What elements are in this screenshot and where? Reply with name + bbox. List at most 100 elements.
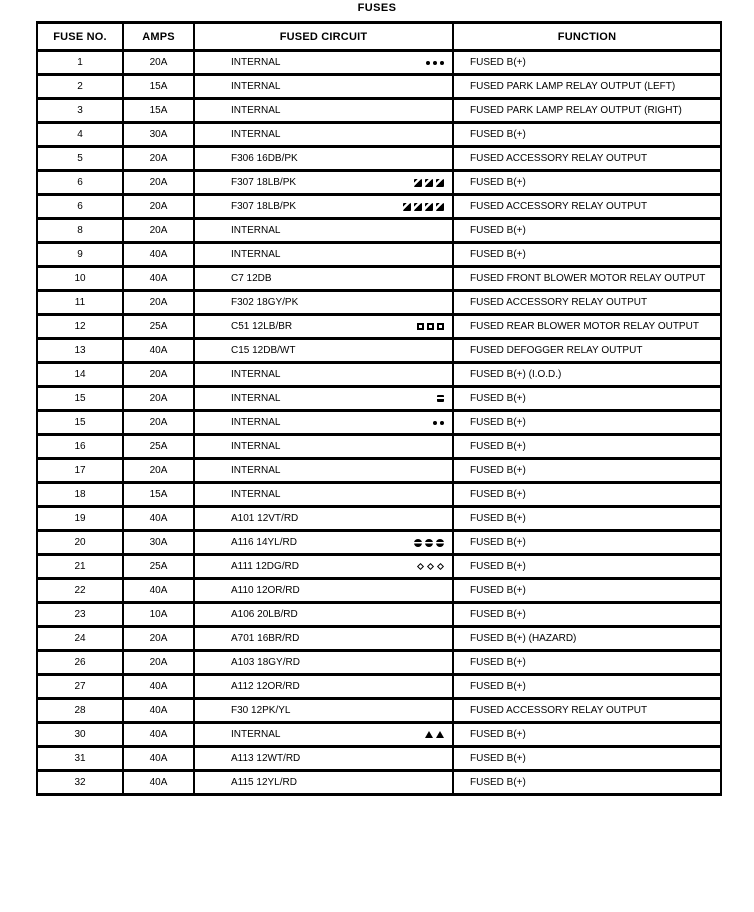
fuse-no-cell: 3 xyxy=(36,97,124,124)
circuit-cell: A106 20LB/RD xyxy=(193,601,454,628)
circuit-label: INTERNAL xyxy=(231,417,281,428)
function-cell: FUSED B(+) xyxy=(452,649,722,676)
fuse-no-cell: 5 xyxy=(36,145,124,172)
minus-circle-icon xyxy=(425,538,433,547)
amps-cell: 40A xyxy=(122,337,195,364)
filled-triangle-icon xyxy=(436,731,444,738)
table-row: 11 20A F302 18GY/PK FUSED ACCESSORY RELAY O… xyxy=(36,289,722,316)
table-row: 19 40A A101 12VT/RD FUSED B(+) xyxy=(36,505,722,532)
amps-cell: 40A xyxy=(122,745,195,772)
amps-cell: 40A xyxy=(122,577,195,604)
table-row: 10 40A C7 12DB FUSED FRONT BLOWER MOTOR REL… xyxy=(36,265,722,292)
amps-cell: 20A xyxy=(122,169,195,196)
table-row: 26 20A A103 18GY/RD FUSED B(+) xyxy=(36,649,722,676)
table-row: 5 20A F306 16DB/PK FUSED ACCESSORY RELAY OU… xyxy=(36,145,722,172)
function-cell: FUSED B(+) xyxy=(452,577,722,604)
circuit-cell: INTERNAL xyxy=(193,217,454,244)
open-diamond-icon xyxy=(426,562,435,571)
circuit-label: A113 12WT/RD xyxy=(231,753,301,764)
fuse-no-cell: 28 xyxy=(36,697,124,724)
circuit-cell: INTERNAL xyxy=(193,361,454,388)
col-header-fuse-no: FUSE NO. xyxy=(36,21,124,52)
table-row: 16 25A INTERNAL FUSED B(+) xyxy=(36,433,722,460)
circuit-cell: A701 16BR/RD xyxy=(193,625,454,652)
circuit-cell: INTERNAL xyxy=(193,721,454,748)
circuit-symbol-group xyxy=(437,395,444,402)
circuit-cell: F306 16DB/PK xyxy=(193,145,454,172)
circuit-label: C7 12DB xyxy=(231,273,272,284)
col-header-circuit: FUSED CIRCUIT xyxy=(193,21,454,52)
circuit-symbol-group xyxy=(425,731,444,738)
fuse-no-cell: 15 xyxy=(36,409,124,436)
table-row: 24 20A A701 16BR/RD FUSED B(+) (HAZARD) xyxy=(36,625,722,652)
circuit-cell: INTERNAL xyxy=(193,73,454,100)
table-row: 3 15A INTERNAL FUSED PARK LAMP RELAY OUTPUT… xyxy=(36,97,722,124)
circuit-symbol-group xyxy=(414,178,444,187)
marked-square-icon xyxy=(403,202,411,211)
circuit-label: INTERNAL xyxy=(231,729,281,740)
fuse-no-cell: 30 xyxy=(36,721,124,748)
page-title: FUSES xyxy=(357,2,397,14)
fuse-no-cell: 27 xyxy=(36,673,124,700)
circuit-symbol-group xyxy=(417,323,444,330)
circuit-symbol-group xyxy=(433,420,444,425)
amps-cell: 15A xyxy=(122,481,195,508)
fuse-no-cell: 6 xyxy=(36,193,124,220)
circuit-cell: INTERNAL xyxy=(193,121,454,148)
fuse-no-cell: 4 xyxy=(36,121,124,148)
table-row: 9 40A INTERNAL FUSED B(+) xyxy=(36,241,722,268)
fuse-no-cell: 31 xyxy=(36,745,124,772)
table-row: 28 40A F30 12PK/YL FUSED ACCESSORY RELAY OU… xyxy=(36,697,722,724)
amps-cell: 40A xyxy=(122,721,195,748)
filled-triangle-icon xyxy=(425,731,433,738)
amps-cell: 10A xyxy=(122,601,195,628)
circuit-cell: INTERNAL xyxy=(193,457,454,484)
amps-cell: 20A xyxy=(122,649,195,676)
table-row: 6 20A F307 18LB/PK FUSED ACCESSORY RELAY OU… xyxy=(36,193,722,220)
fuse-no-cell: 2 xyxy=(36,73,124,100)
amps-cell: 30A xyxy=(122,121,195,148)
fuse-no-cell: 10 xyxy=(36,265,124,292)
bold-circle-icon xyxy=(433,60,437,65)
amps-cell: 20A xyxy=(122,193,195,220)
circuit-label: F306 16DB/PK xyxy=(231,153,298,164)
table-row: 20 30A A116 14YL/RD FUSED B(+) xyxy=(36,529,722,556)
function-cell: FUSED B(+) xyxy=(452,433,722,460)
minus-circle-icon xyxy=(414,538,422,547)
function-cell: FUSED B(+) xyxy=(452,409,722,436)
table-row: 13 40A C15 12DB/WT FUSED DEFOGGER RELAY OUT… xyxy=(36,337,722,364)
function-cell: FUSED B(+) xyxy=(452,169,722,196)
amps-cell: 40A xyxy=(122,241,195,268)
function-cell: FUSED PARK LAMP RELAY OUTPUT (LEFT) xyxy=(452,73,722,100)
table-row: 14 20A INTERNAL FUSED B(+) (I.O.D.) xyxy=(36,361,722,388)
amps-cell: 40A xyxy=(122,769,195,796)
table-row: 21 25A A111 12DG/RD FUSED B(+) xyxy=(36,553,722,580)
circuit-symbol-group xyxy=(426,60,444,65)
function-cell: FUSED ACCESSORY RELAY OUTPUT xyxy=(452,145,722,172)
circuit-label: INTERNAL xyxy=(231,225,281,236)
circuit-label: INTERNAL xyxy=(231,489,281,500)
circuit-label: C51 12LB/BR xyxy=(231,321,293,332)
table-row: 31 40A A113 12WT/RD FUSED B(+) xyxy=(36,745,722,772)
circuit-symbol-group xyxy=(414,538,444,547)
circuit-label: F307 18LB/PK xyxy=(231,177,297,188)
amps-cell: 30A xyxy=(122,529,195,556)
circuit-label: A116 14YL/RD xyxy=(231,537,297,548)
fuse-no-cell: 11 xyxy=(36,289,124,316)
function-cell: FUSED REAR BLOWER MOTOR RELAY OUTPUT xyxy=(452,313,722,340)
table-row: 15 20A INTERNAL FUSED B(+) xyxy=(36,409,722,436)
table-row: 12 25A C51 12LB/BR FUSED REAR BLOWER MOTOR … xyxy=(36,313,722,340)
marked-square-icon xyxy=(414,202,422,211)
function-cell: FUSED B(+) xyxy=(452,481,722,508)
circuit-label: A106 20LB/RD xyxy=(231,609,298,620)
open-square-icon xyxy=(437,323,444,330)
circuit-label: INTERNAL xyxy=(231,57,281,68)
table-row: 22 40A A110 12OR/RD FUSED B(+) xyxy=(36,577,722,604)
marked-square-icon xyxy=(436,202,444,211)
amps-cell: 20A xyxy=(122,625,195,652)
function-cell: FUSED B(+) xyxy=(452,529,722,556)
amps-cell: 25A xyxy=(122,433,195,460)
function-cell: FUSED B(+) xyxy=(452,241,722,268)
circuit-cell: F307 18LB/PK xyxy=(193,169,454,196)
fuse-no-cell: 9 xyxy=(36,241,124,268)
